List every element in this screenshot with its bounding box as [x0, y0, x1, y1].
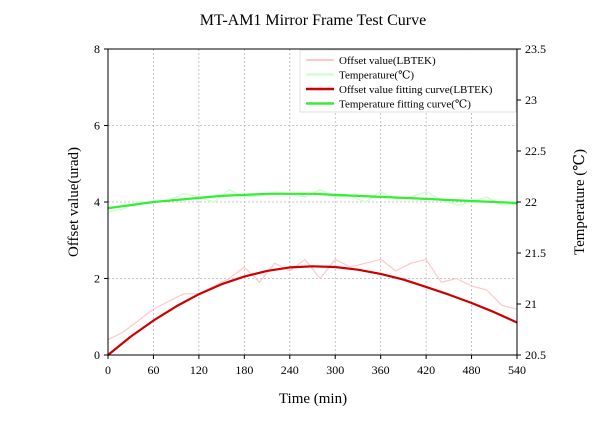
x-axis-label: Time (min) — [279, 391, 347, 407]
y-axis-right: 20.5 21 21.5 22 22.5 23 23.5 — [517, 42, 546, 362]
y-right-tick-label: 21.5 — [525, 246, 546, 260]
y-right-tick-label: 23.5 — [525, 42, 546, 56]
raw-series-group — [107, 189, 518, 341]
legend-label: Temperature fitting curve(℃) — [339, 99, 471, 111]
y-right-tick-label: 22 — [525, 195, 537, 209]
x-tick-label: 300 — [326, 363, 344, 377]
y-left-tick-label: 6 — [94, 119, 100, 133]
y-axis-right-label: Temperature (℃) — [572, 149, 588, 255]
raw-series-line-0 — [107, 258, 518, 341]
x-tick-label: 360 — [372, 363, 390, 377]
y-left-tick-label: 8 — [94, 42, 100, 56]
y-axis-left: 0 2 4 6 8 — [94, 42, 108, 362]
legend-label: Temperature(℃) — [339, 70, 414, 82]
y-right-tick-label: 21 — [525, 297, 537, 311]
fit-series-line-2 — [107, 265, 518, 356]
x-tick-label: 240 — [281, 363, 299, 377]
fit-series-group — [107, 192, 518, 356]
legend-label: Offset value(LBTEK) — [339, 55, 436, 67]
legend: Offset value(LBTEK) Temperature(℃) Offset … — [299, 49, 517, 113]
x-axis: 0 60 120 180 240 300 360 420 480 540 — [105, 355, 526, 377]
y-right-tick-label: 20.5 — [525, 348, 546, 362]
fit-series-line-3 — [107, 192, 518, 210]
legend-label: Offset value fitting curve(LBTEK) — [339, 84, 493, 96]
x-tick-label: 180 — [235, 363, 253, 377]
legend-box — [299, 49, 517, 113]
chart-title: MT-AM1 Mirror Frame Test Curve — [200, 12, 426, 29]
y-right-tick-label: 22.5 — [525, 144, 546, 158]
y-left-tick-label: 2 — [94, 272, 100, 286]
y-left-tick-label: 4 — [94, 195, 100, 209]
x-tick-label: 420 — [417, 363, 435, 377]
x-tick-label: 540 — [508, 363, 526, 377]
x-tick-label: 60 — [147, 363, 159, 377]
x-tick-label: 120 — [190, 363, 208, 377]
y-left-tick-label: 0 — [94, 348, 100, 362]
x-tick-label: 0 — [105, 363, 111, 377]
x-tick-label: 480 — [463, 363, 481, 377]
y-right-tick-label: 23 — [525, 93, 537, 107]
y-axis-left-label: Offset value(urad) — [66, 147, 82, 257]
